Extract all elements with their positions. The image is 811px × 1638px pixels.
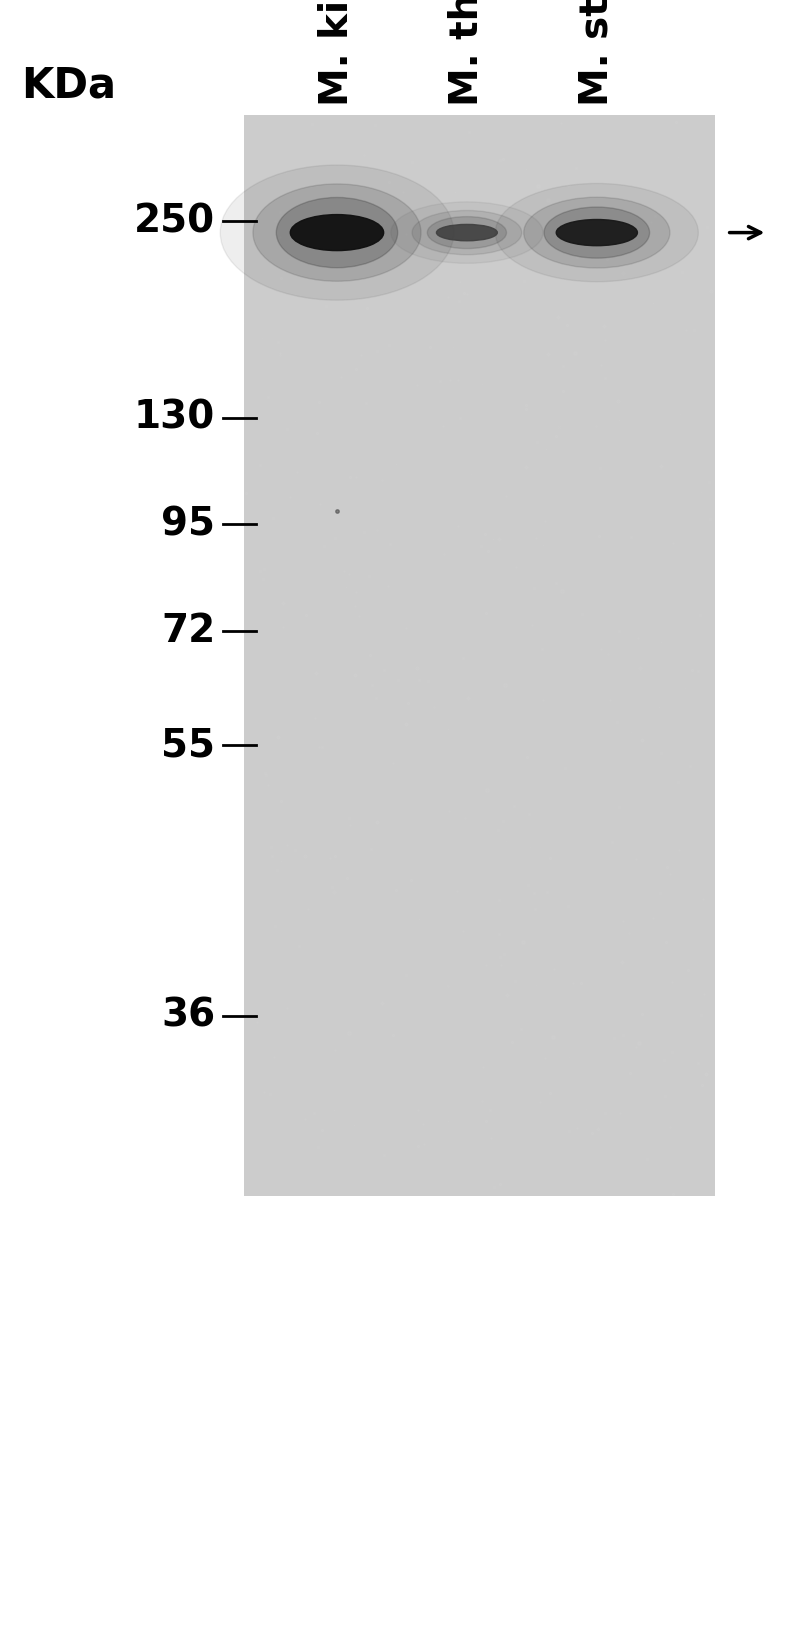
Text: 250: 250	[134, 201, 215, 241]
Ellipse shape	[495, 183, 697, 282]
Text: KDa: KDa	[22, 64, 116, 106]
FancyBboxPatch shape	[243, 115, 714, 1196]
Ellipse shape	[523, 197, 669, 269]
Ellipse shape	[427, 216, 506, 249]
Ellipse shape	[276, 198, 397, 267]
Ellipse shape	[556, 219, 637, 246]
Text: M. thymus: M. thymus	[448, 0, 485, 106]
Ellipse shape	[290, 215, 384, 251]
Text: 36: 36	[161, 996, 215, 1035]
Text: M. stomach: M. stomach	[577, 0, 615, 106]
Text: 95: 95	[161, 505, 215, 544]
Ellipse shape	[436, 224, 496, 241]
Ellipse shape	[390, 201, 543, 264]
Text: 55: 55	[161, 726, 215, 765]
Ellipse shape	[543, 206, 649, 259]
Text: 72: 72	[161, 611, 215, 650]
Ellipse shape	[253, 183, 421, 282]
Ellipse shape	[220, 165, 453, 300]
Text: M. kidney: M. kidney	[318, 0, 355, 106]
Ellipse shape	[411, 210, 521, 256]
Text: 130: 130	[134, 398, 215, 437]
